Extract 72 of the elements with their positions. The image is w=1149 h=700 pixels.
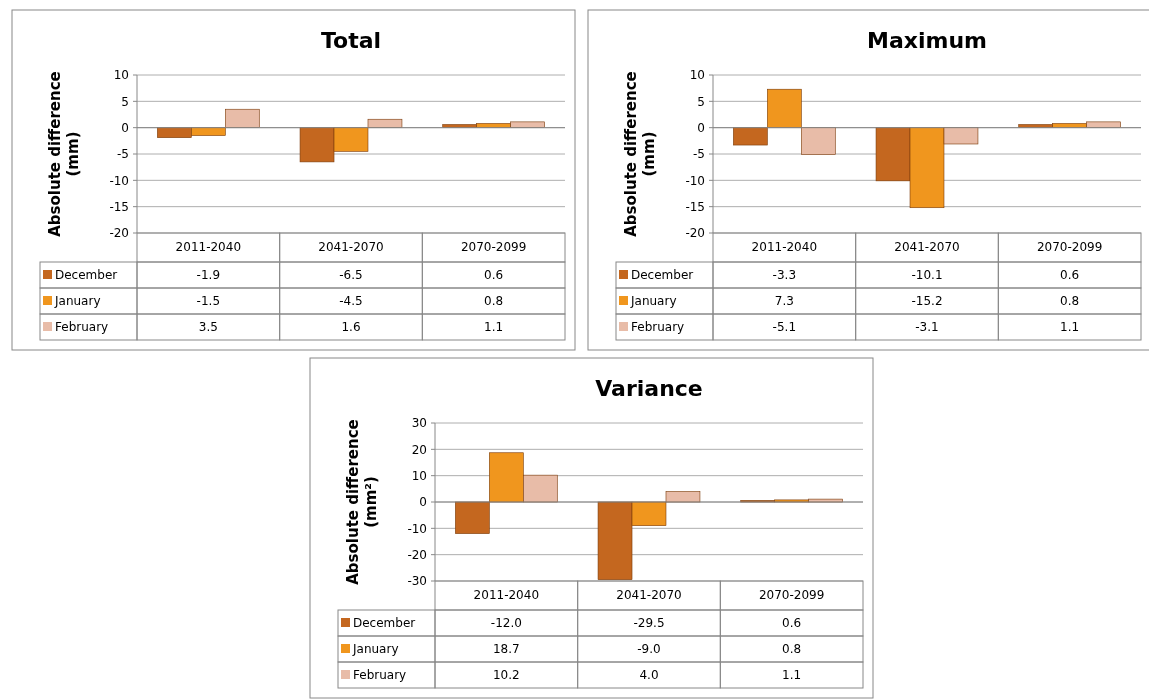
data-label: 7.3 — [774, 294, 794, 308]
chart-title: Variance — [595, 376, 703, 401]
y-tick-label: 30 — [411, 416, 427, 431]
data-label: 0.6 — [1060, 268, 1080, 282]
y-tick-label: -5 — [693, 147, 705, 162]
y-tick-label: 10 — [689, 68, 705, 83]
data-label: 0.8 — [782, 642, 802, 656]
y-axis-title: Absolute difference (mm²) — [344, 419, 380, 585]
chart-title: Maximum — [867, 28, 987, 53]
y-tick-label: -30 — [407, 574, 427, 589]
data-label: 10.2 — [492, 668, 520, 682]
y-tick-label: 10 — [411, 468, 427, 483]
data-label: -1.5 — [196, 294, 221, 308]
data-label: -1.9 — [196, 268, 221, 282]
x-tick-label: 2011-2040 — [473, 588, 540, 602]
y-tick-label: -20 — [685, 226, 705, 241]
x-tick-label: 2041-2070 — [616, 588, 682, 602]
y-tick-label: -10 — [685, 173, 705, 188]
data-label: -4.5 — [339, 294, 363, 308]
data-label: -9.0 — [637, 642, 661, 656]
y-tick-label: -5 — [117, 147, 129, 162]
legend-label: December — [353, 616, 416, 630]
y-tick-label: 0 — [697, 120, 705, 135]
x-tick-label: 2011-2040 — [175, 240, 242, 254]
x-tick-label: 2011-2040 — [751, 240, 818, 254]
data-label: 3.5 — [198, 320, 218, 334]
y-axis-title: Absolute difference (mm) — [46, 71, 82, 237]
data-label: 0.6 — [484, 268, 504, 282]
data-label: 18.7 — [492, 642, 520, 656]
data-label: 1.6 — [341, 320, 361, 334]
x-tick-label: 2070-2099 — [460, 240, 527, 254]
data-label: 1.1 — [484, 320, 504, 334]
data-label: -29.5 — [633, 616, 665, 630]
y-tick-label: -20 — [407, 547, 427, 562]
data-label: -6.5 — [339, 268, 363, 282]
data-label: 1.1 — [782, 668, 802, 682]
x-tick-label: 2070-2099 — [1036, 240, 1103, 254]
x-tick-label: 2070-2099 — [758, 588, 825, 602]
data-label: -15.2 — [911, 294, 943, 308]
legend-label: February — [353, 668, 407, 682]
data-label: -5.1 — [772, 320, 797, 334]
legend-label: February — [631, 320, 685, 334]
y-axis-title: Absolute difference (mm) — [622, 71, 658, 237]
y-tick-label: -15 — [685, 199, 705, 214]
x-tick-label: 2041-2070 — [894, 240, 960, 254]
legend-label: January — [630, 294, 677, 308]
y-tick-label: -10 — [109, 173, 129, 188]
legend-label: January — [54, 294, 101, 308]
data-label: 1.1 — [1060, 320, 1080, 334]
y-tick-label: 5 — [697, 94, 705, 109]
legend-label: January — [352, 642, 399, 656]
y-tick-label: -15 — [109, 199, 129, 214]
y-tick-label: 10 — [113, 68, 129, 83]
data-label: -12.0 — [490, 616, 522, 630]
data-label: -3.1 — [915, 320, 939, 334]
legend-label: February — [55, 320, 109, 334]
chart-title: Total — [320, 28, 382, 53]
data-label: 0.8 — [484, 294, 504, 308]
data-label: -3.3 — [772, 268, 797, 282]
x-tick-label: 2041-2070 — [318, 240, 384, 254]
y-tick-label: 20 — [411, 442, 427, 457]
legend-label: December — [631, 268, 694, 282]
y-tick-label: 0 — [121, 120, 129, 135]
y-tick-label: 5 — [121, 94, 129, 109]
data-label: 4.0 — [639, 668, 659, 682]
y-tick-label: -20 — [109, 226, 129, 241]
data-label: -10.1 — [911, 268, 943, 282]
data-label: 0.8 — [1060, 294, 1080, 308]
data-label: 0.6 — [782, 616, 802, 630]
y-tick-label: -10 — [407, 521, 427, 536]
legend-label: December — [55, 268, 118, 282]
y-tick-label: 0 — [419, 495, 427, 510]
